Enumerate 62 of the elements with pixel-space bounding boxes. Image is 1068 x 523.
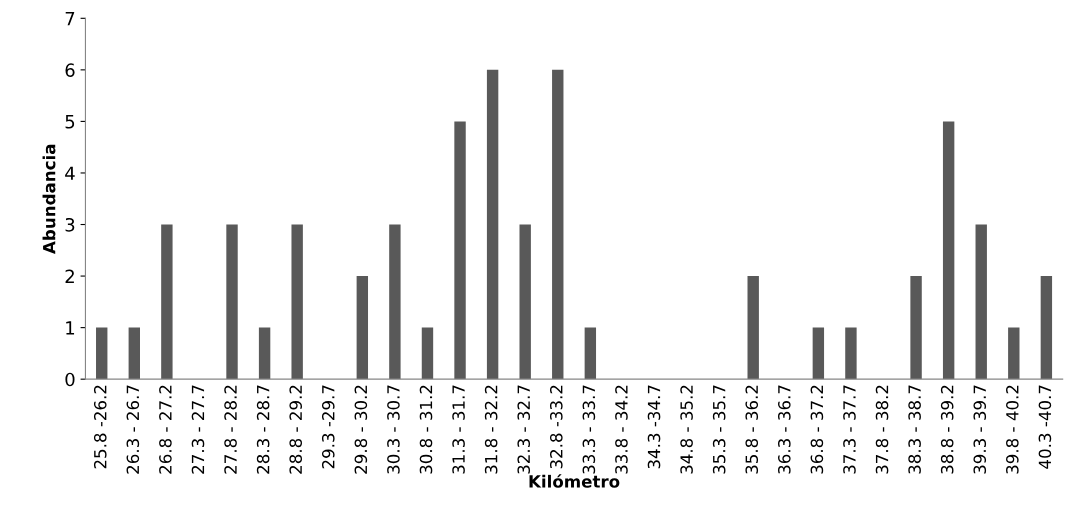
x-tick-label: 34.8 - 35.2 [680,385,693,474]
x-axis-title: Kilómetro [529,474,620,488]
x-tick-label: 36.3 - 36.7 [778,385,791,474]
x-tick-label: 29.3 -29.7 [321,385,335,469]
y-tick-label: 4 [65,166,75,180]
bar [552,69,564,380]
bar [258,327,271,380]
bar [421,327,434,380]
x-tick-label: 36.8 - 37.2 [810,385,824,474]
x-tick-label: 26.3 - 26.7 [126,385,140,474]
bar [942,121,955,380]
x-tick-label: 37.8 - 38.2 [875,385,889,474]
bar [519,224,531,380]
bar [975,224,987,380]
y-tick-label: 7 [65,12,75,26]
bar [96,327,108,380]
x-tick-label: 38.8 - 39.2 [940,385,954,474]
bar [486,69,499,380]
bar [1040,276,1053,380]
bar [291,224,303,380]
x-tick-label: 31.8 - 32.2 [484,385,498,474]
x-tick-label: 31.3 - 31.7 [452,385,465,474]
bar [812,327,825,380]
x-tick-label: 32.3 - 32.7 [517,385,531,474]
x-tick-label: 30.8 - 31.2 [419,385,433,474]
bar [226,224,238,380]
y-tick-label: 6 [65,63,75,77]
y-tick-label: 0 [65,372,75,387]
x-tick-label: 35.3 - 35.7 [712,385,726,474]
x-tick-label: 33.3 - 33.7 [582,385,596,474]
bar [747,276,759,380]
x-tick-label: 35.8 - 36.2 [745,385,759,474]
x-tick-label: 25.8 -26.2 [93,385,107,469]
bar [584,327,597,380]
x-tick-label: 33.8 - 34.2 [615,385,628,474]
bar [128,327,140,380]
x-tick-label: 29.8 - 30.2 [354,385,368,474]
x-tick-label: 28.8 - 29.2 [289,385,303,474]
y-tick-label: 2 [65,269,74,283]
y-axis-title: Abundancia [42,144,56,254]
bar [910,276,922,380]
x-tick-label: 27.8 - 28.2 [224,385,237,474]
bar [454,121,466,380]
x-tick-label: 34.3 -34.7 [647,385,661,469]
bar [389,224,401,380]
bar [356,276,369,380]
x-tick-label: 39.8 - 40.2 [1006,385,1019,474]
y-tick-label: 1 [66,321,75,335]
x-tick-label: 30.3 - 30.7 [387,385,400,474]
x-tick-label: 32.8 -33.2 [549,385,563,469]
y-tick-label: 3 [65,217,75,232]
bar [845,327,857,380]
x-tick-label: 40.3 -40.7 [1038,385,1052,469]
x-tick-label: 27.3 - 27.7 [191,385,205,474]
bar [161,224,173,380]
x-tick-label: 26.8 - 27.2 [159,385,172,474]
x-tick-label: 39.3 - 39.7 [973,385,987,474]
y-tick-label: 5 [65,115,75,129]
x-tick-label: 37.3 - 37.7 [843,385,856,474]
x-tick-label: 38.3 - 38.7 [908,385,921,474]
bar [1008,327,1020,380]
x-tick-label: 28.3 - 28.7 [256,385,270,474]
